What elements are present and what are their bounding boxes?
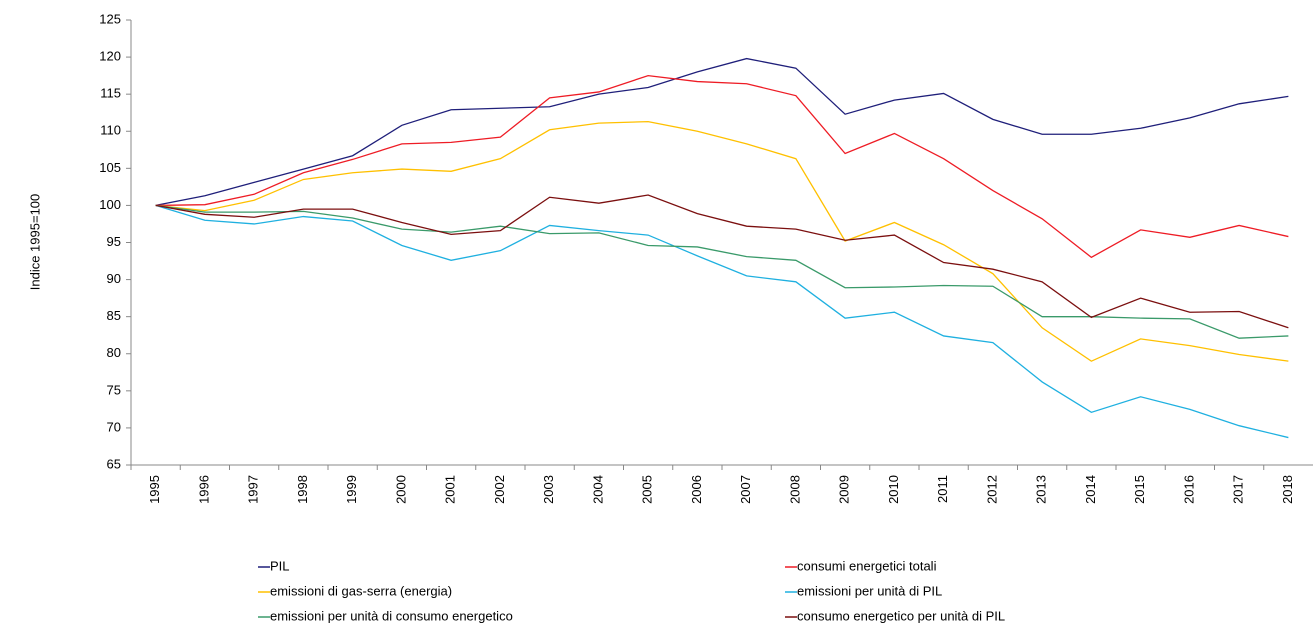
x-tick-label: 1996 — [196, 475, 211, 504]
x-tick-label: 2004 — [590, 475, 605, 504]
y-tick-label: 105 — [99, 160, 121, 175]
y-tick-label: 65 — [107, 456, 121, 471]
y-tick-label: 80 — [107, 345, 121, 360]
x-tick-label: 2007 — [738, 475, 753, 504]
x-tick-label: 1995 — [147, 475, 162, 504]
series-line — [155, 120, 1289, 362]
x-tick-label: 1997 — [246, 475, 261, 504]
series-line — [155, 204, 1289, 439]
y-tick-label: 110 — [100, 123, 121, 138]
legend-label: emissioni per unità di PIL — [797, 583, 942, 598]
y-tick-label: 115 — [100, 86, 121, 101]
x-tick-label: 2000 — [393, 475, 408, 504]
y-tick-label: 90 — [107, 271, 121, 286]
y-tick-label: 100 — [99, 197, 121, 212]
y-tick-label: 125 — [99, 11, 121, 26]
legend-label: PIL — [270, 558, 290, 573]
x-tick-label: 2014 — [1083, 475, 1098, 504]
series-line — [155, 204, 1289, 339]
series-line — [155, 194, 1289, 329]
x-tick-label: 2003 — [541, 475, 556, 504]
x-tick-label: 2016 — [1181, 475, 1196, 504]
x-tick-label: 2009 — [837, 475, 852, 504]
x-tick-label: 1998 — [295, 475, 310, 504]
legend-label: consumo energetico per unità di PIL — [797, 608, 1005, 623]
y-tick-label: 120 — [99, 49, 121, 64]
y-tick-label: 75 — [107, 382, 121, 397]
x-tick-label: 2018 — [1280, 475, 1295, 504]
x-tick-label: 2012 — [984, 475, 999, 504]
y-tick-label: 70 — [107, 419, 121, 434]
x-tick-label: 2001 — [443, 475, 458, 504]
x-tick-label: 2002 — [492, 475, 507, 504]
legend-label: consumi energetici totali — [797, 558, 937, 573]
x-tick-label: 2013 — [1034, 475, 1049, 504]
x-tick-label: 2015 — [1132, 475, 1147, 504]
x-tick-label: 1999 — [344, 475, 359, 504]
series-line — [155, 74, 1289, 259]
y-tick-label: 95 — [107, 234, 121, 249]
x-tick-label: 2005 — [640, 475, 655, 504]
x-tick-label: 2008 — [787, 475, 802, 504]
x-tick-label: 2011 — [935, 475, 950, 503]
legend-label: emissioni di gas-serra (energia) — [270, 583, 452, 598]
y-tick-label: 85 — [107, 308, 121, 323]
x-tick-label: 2017 — [1231, 475, 1246, 504]
legend-label: emissioni per unità di consumo energetic… — [270, 608, 513, 623]
x-tick-label: 2006 — [689, 475, 704, 504]
x-tick-label: 2010 — [886, 475, 901, 504]
series-line — [155, 57, 1289, 207]
y-axis-label: Indice 1995=100 — [27, 194, 42, 291]
